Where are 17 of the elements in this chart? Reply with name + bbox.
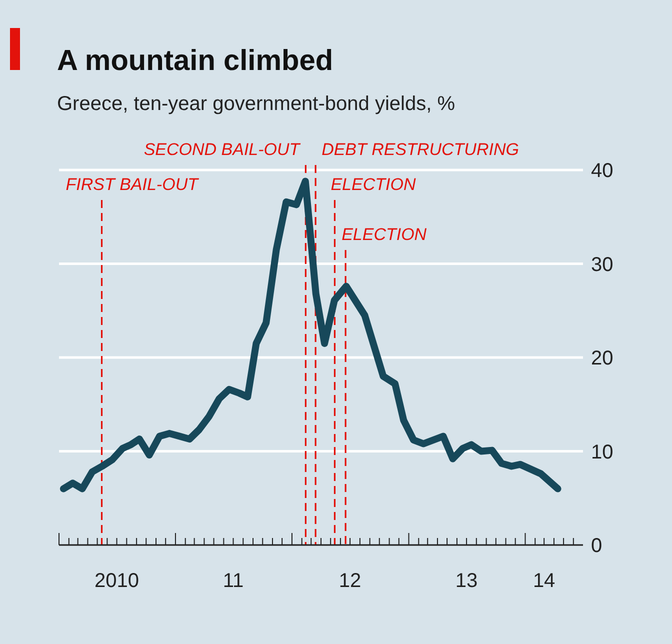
chart-subtitle: Greece, ten-year government-bond yields, % <box>57 93 456 115</box>
chart-title: A mountain climbed <box>57 45 334 77</box>
y-tick-label: 10 <box>591 441 614 464</box>
y-tick-label: 20 <box>591 348 614 370</box>
ref-line-label: SECOND BAIL-OUT <box>144 140 302 159</box>
y-tick-label: 40 <box>591 160 614 182</box>
ref-line-label: DEBT RESTRUCTURING <box>322 140 519 159</box>
ref-line-label: ELECTION <box>342 225 428 244</box>
ref-line-label: ELECTION <box>330 175 416 194</box>
x-tick-label: 14 <box>532 570 556 592</box>
x-tick-label: 12 <box>338 570 362 592</box>
ref-line-label: FIRST BAIL-OUT <box>66 175 200 194</box>
x-tick-label: 11 <box>222 570 244 592</box>
y-tick-label: 0 <box>591 535 602 557</box>
x-tick-label: 2010 <box>94 570 140 592</box>
y-tick-label: 30 <box>591 254 614 276</box>
x-tick-label: 13 <box>455 570 478 592</box>
